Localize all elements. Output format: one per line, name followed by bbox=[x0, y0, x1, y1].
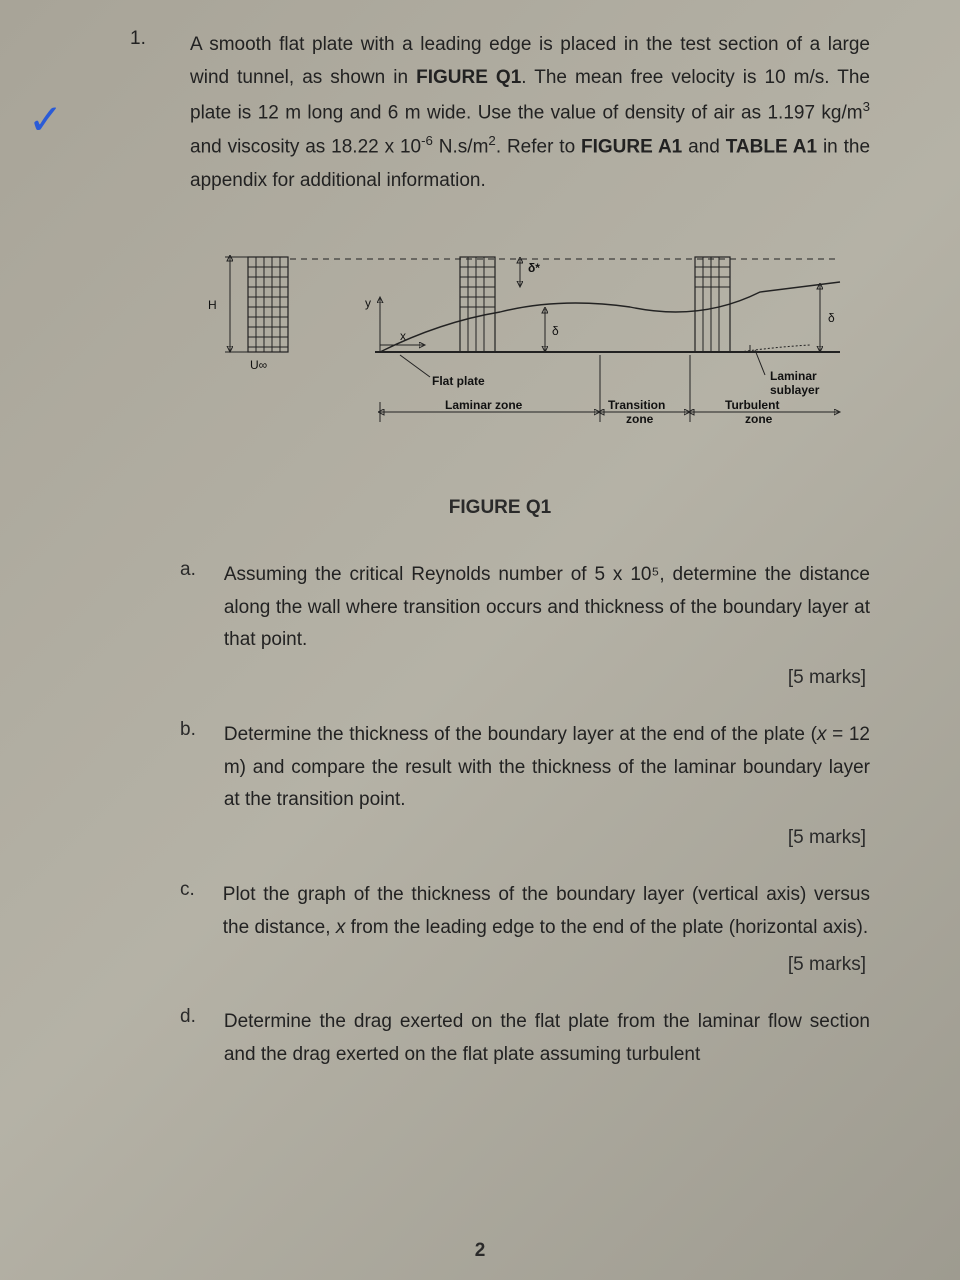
label-H: H bbox=[208, 298, 217, 312]
subpart-b-label: b. bbox=[130, 719, 196, 817]
label-y: y bbox=[365, 296, 371, 310]
b-t1: Determine the thickness of the boundary … bbox=[224, 724, 817, 745]
figure-q1: H U∞ y x bbox=[200, 237, 860, 447]
question-body: A smooth flat plate with a leading edge … bbox=[190, 28, 870, 197]
qtext-8: and bbox=[682, 136, 725, 157]
subpart-c-label: c. bbox=[130, 879, 195, 944]
label-turbulent-2: zone bbox=[745, 412, 773, 426]
qtext-4: and viscosity as 18.22 x 10 bbox=[190, 136, 421, 157]
subpart-d: d. Determine the drag exerted on the fla… bbox=[130, 1006, 870, 1071]
sup-3: 3 bbox=[863, 99, 870, 114]
label-transition-1: Transition bbox=[608, 398, 665, 412]
page-number: 2 bbox=[475, 1240, 486, 1262]
subpart-d-body: Determine the drag exerted on the flat p… bbox=[224, 1006, 870, 1071]
subpart-a-label: a. bbox=[130, 559, 196, 657]
qtext-figA1: FIGURE A1 bbox=[581, 136, 682, 157]
qtext-fig: FIGURE Q1 bbox=[416, 67, 521, 88]
figure-svg: H U∞ y x bbox=[200, 237, 860, 447]
subpart-d-label: d. bbox=[130, 1006, 196, 1071]
subpart-b: b. Determine the thickness of the bounda… bbox=[130, 719, 870, 817]
subpart-c-body: Plot the graph of the thickness of the b… bbox=[223, 879, 870, 944]
label-transition-2: zone bbox=[626, 412, 654, 426]
label-turbulent-1: Turbulent bbox=[725, 398, 779, 412]
label-delta-right: δ bbox=[828, 311, 835, 325]
sup-2: 2 bbox=[488, 133, 495, 148]
label-delta-star: δ* bbox=[528, 261, 540, 275]
subpart-c: c. Plot the graph of the thickness of th… bbox=[130, 879, 870, 944]
subpart-b-body: Determine the thickness of the boundary … bbox=[224, 719, 870, 817]
qtext-5: N.s/m bbox=[433, 136, 488, 157]
subpart-a-body: Assuming the critical Reynolds number of… bbox=[224, 559, 870, 657]
qtext-tabA1: TABLE A1 bbox=[726, 136, 817, 157]
subpart-a: a. Assuming the critical Reynolds number… bbox=[130, 559, 870, 657]
qtext-6: . Refer to bbox=[496, 136, 581, 157]
figure-caption: FIGURE Q1 bbox=[130, 497, 870, 519]
c-t3: from the leading edge to the end of the … bbox=[345, 917, 868, 938]
label-lam-sublayer-1: Laminar bbox=[770, 369, 817, 383]
question-row: 1. A smooth flat plate with a leading ed… bbox=[130, 28, 870, 197]
subpart-c-marks: [5 marks] bbox=[130, 954, 870, 976]
label-laminar-zone: Laminar zone bbox=[445, 398, 523, 412]
c-x: x bbox=[336, 917, 346, 938]
label-delta: δ bbox=[552, 324, 559, 338]
question-number: 1. bbox=[130, 28, 160, 197]
subpart-b-marks: [5 marks] bbox=[130, 827, 870, 849]
checkmark-icon: ✓ bbox=[28, 95, 63, 144]
label-U: U∞ bbox=[250, 358, 267, 372]
label-lam-sublayer-2: sublayer bbox=[770, 383, 820, 397]
sup-neg6: -6 bbox=[421, 133, 433, 148]
subpart-a-marks: [5 marks] bbox=[130, 667, 870, 689]
label-flat-plate: Flat plate bbox=[432, 374, 485, 388]
